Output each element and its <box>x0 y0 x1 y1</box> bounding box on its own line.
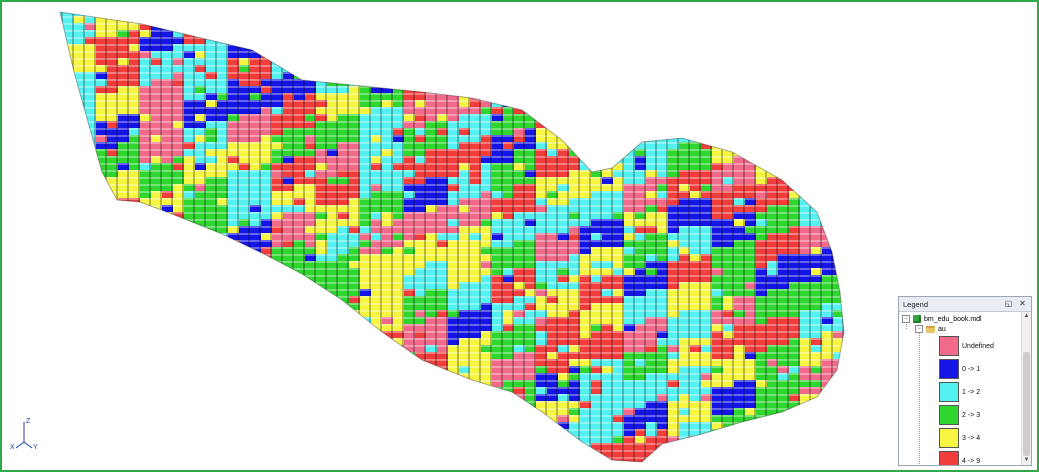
legend-titlebar[interactable]: Legend ◱ ✕ <box>899 297 1031 312</box>
axis-y-label: Y <box>33 444 38 451</box>
legend-scrollbar[interactable]: ▲ ▼ <box>1021 312 1031 465</box>
color-swatch <box>939 336 959 356</box>
color-swatch <box>939 428 959 448</box>
color-swatch <box>939 382 959 402</box>
legend-item-label: 0 -> 1 <box>962 365 981 373</box>
legend-item-undefined[interactable]: Undefined <box>939 336 994 356</box>
legend-panel: Legend ◱ ✕ − bm_edu_book.mdl − au Undefi… <box>898 296 1032 466</box>
axis-triad: Z X Y <box>8 416 48 456</box>
root-label: bm_edu_book.mdl <box>924 315 982 323</box>
legend-item-4-9[interactable]: 4 -> 9 <box>939 451 980 465</box>
restore-icon[interactable]: ◱ <box>1004 299 1013 308</box>
color-swatch <box>939 451 959 465</box>
axis-z-label: Z <box>26 418 31 425</box>
block-model-icon <box>913 315 921 323</box>
folder-icon <box>926 325 935 333</box>
legend-item-0-1[interactable]: 0 -> 1 <box>939 359 980 379</box>
legend-item-3-4[interactable]: 3 -> 4 <box>939 428 980 448</box>
tree-row-folder[interactable]: − au <box>915 324 946 334</box>
folder-label: au <box>938 325 946 333</box>
legend-title: Legend <box>903 299 929 309</box>
scroll-up-icon[interactable]: ▲ <box>1023 313 1030 319</box>
tree-row-root[interactable]: − bm_edu_book.mdl <box>902 314 982 324</box>
scroll-thumb[interactable] <box>1023 352 1030 456</box>
collapse-icon[interactable]: − <box>915 325 923 333</box>
axis-triad-icon <box>15 422 33 449</box>
legend-tree: − bm_edu_book.mdl − au Undefined 0 -> 1 … <box>899 312 1021 465</box>
scroll-down-icon[interactable]: ▼ <box>1023 457 1030 463</box>
legend-item-label: Undefined <box>962 342 994 350</box>
collapse-icon[interactable]: − <box>902 315 910 323</box>
legend-item-label: 3 -> 4 <box>962 434 981 442</box>
legend-item-1-2[interactable]: 1 -> 2 <box>939 382 980 402</box>
legend-item-label: 1 -> 2 <box>962 388 981 396</box>
axis-x-label: X <box>10 444 15 451</box>
color-swatch <box>939 405 959 425</box>
legend-item-label: 2 -> 3 <box>962 411 981 419</box>
legend-item-2-3[interactable]: 2 -> 3 <box>939 405 980 425</box>
color-swatch <box>939 359 959 379</box>
legend-item-label: 4 -> 9 <box>962 457 981 465</box>
close-icon[interactable]: ✕ <box>1019 299 1026 308</box>
